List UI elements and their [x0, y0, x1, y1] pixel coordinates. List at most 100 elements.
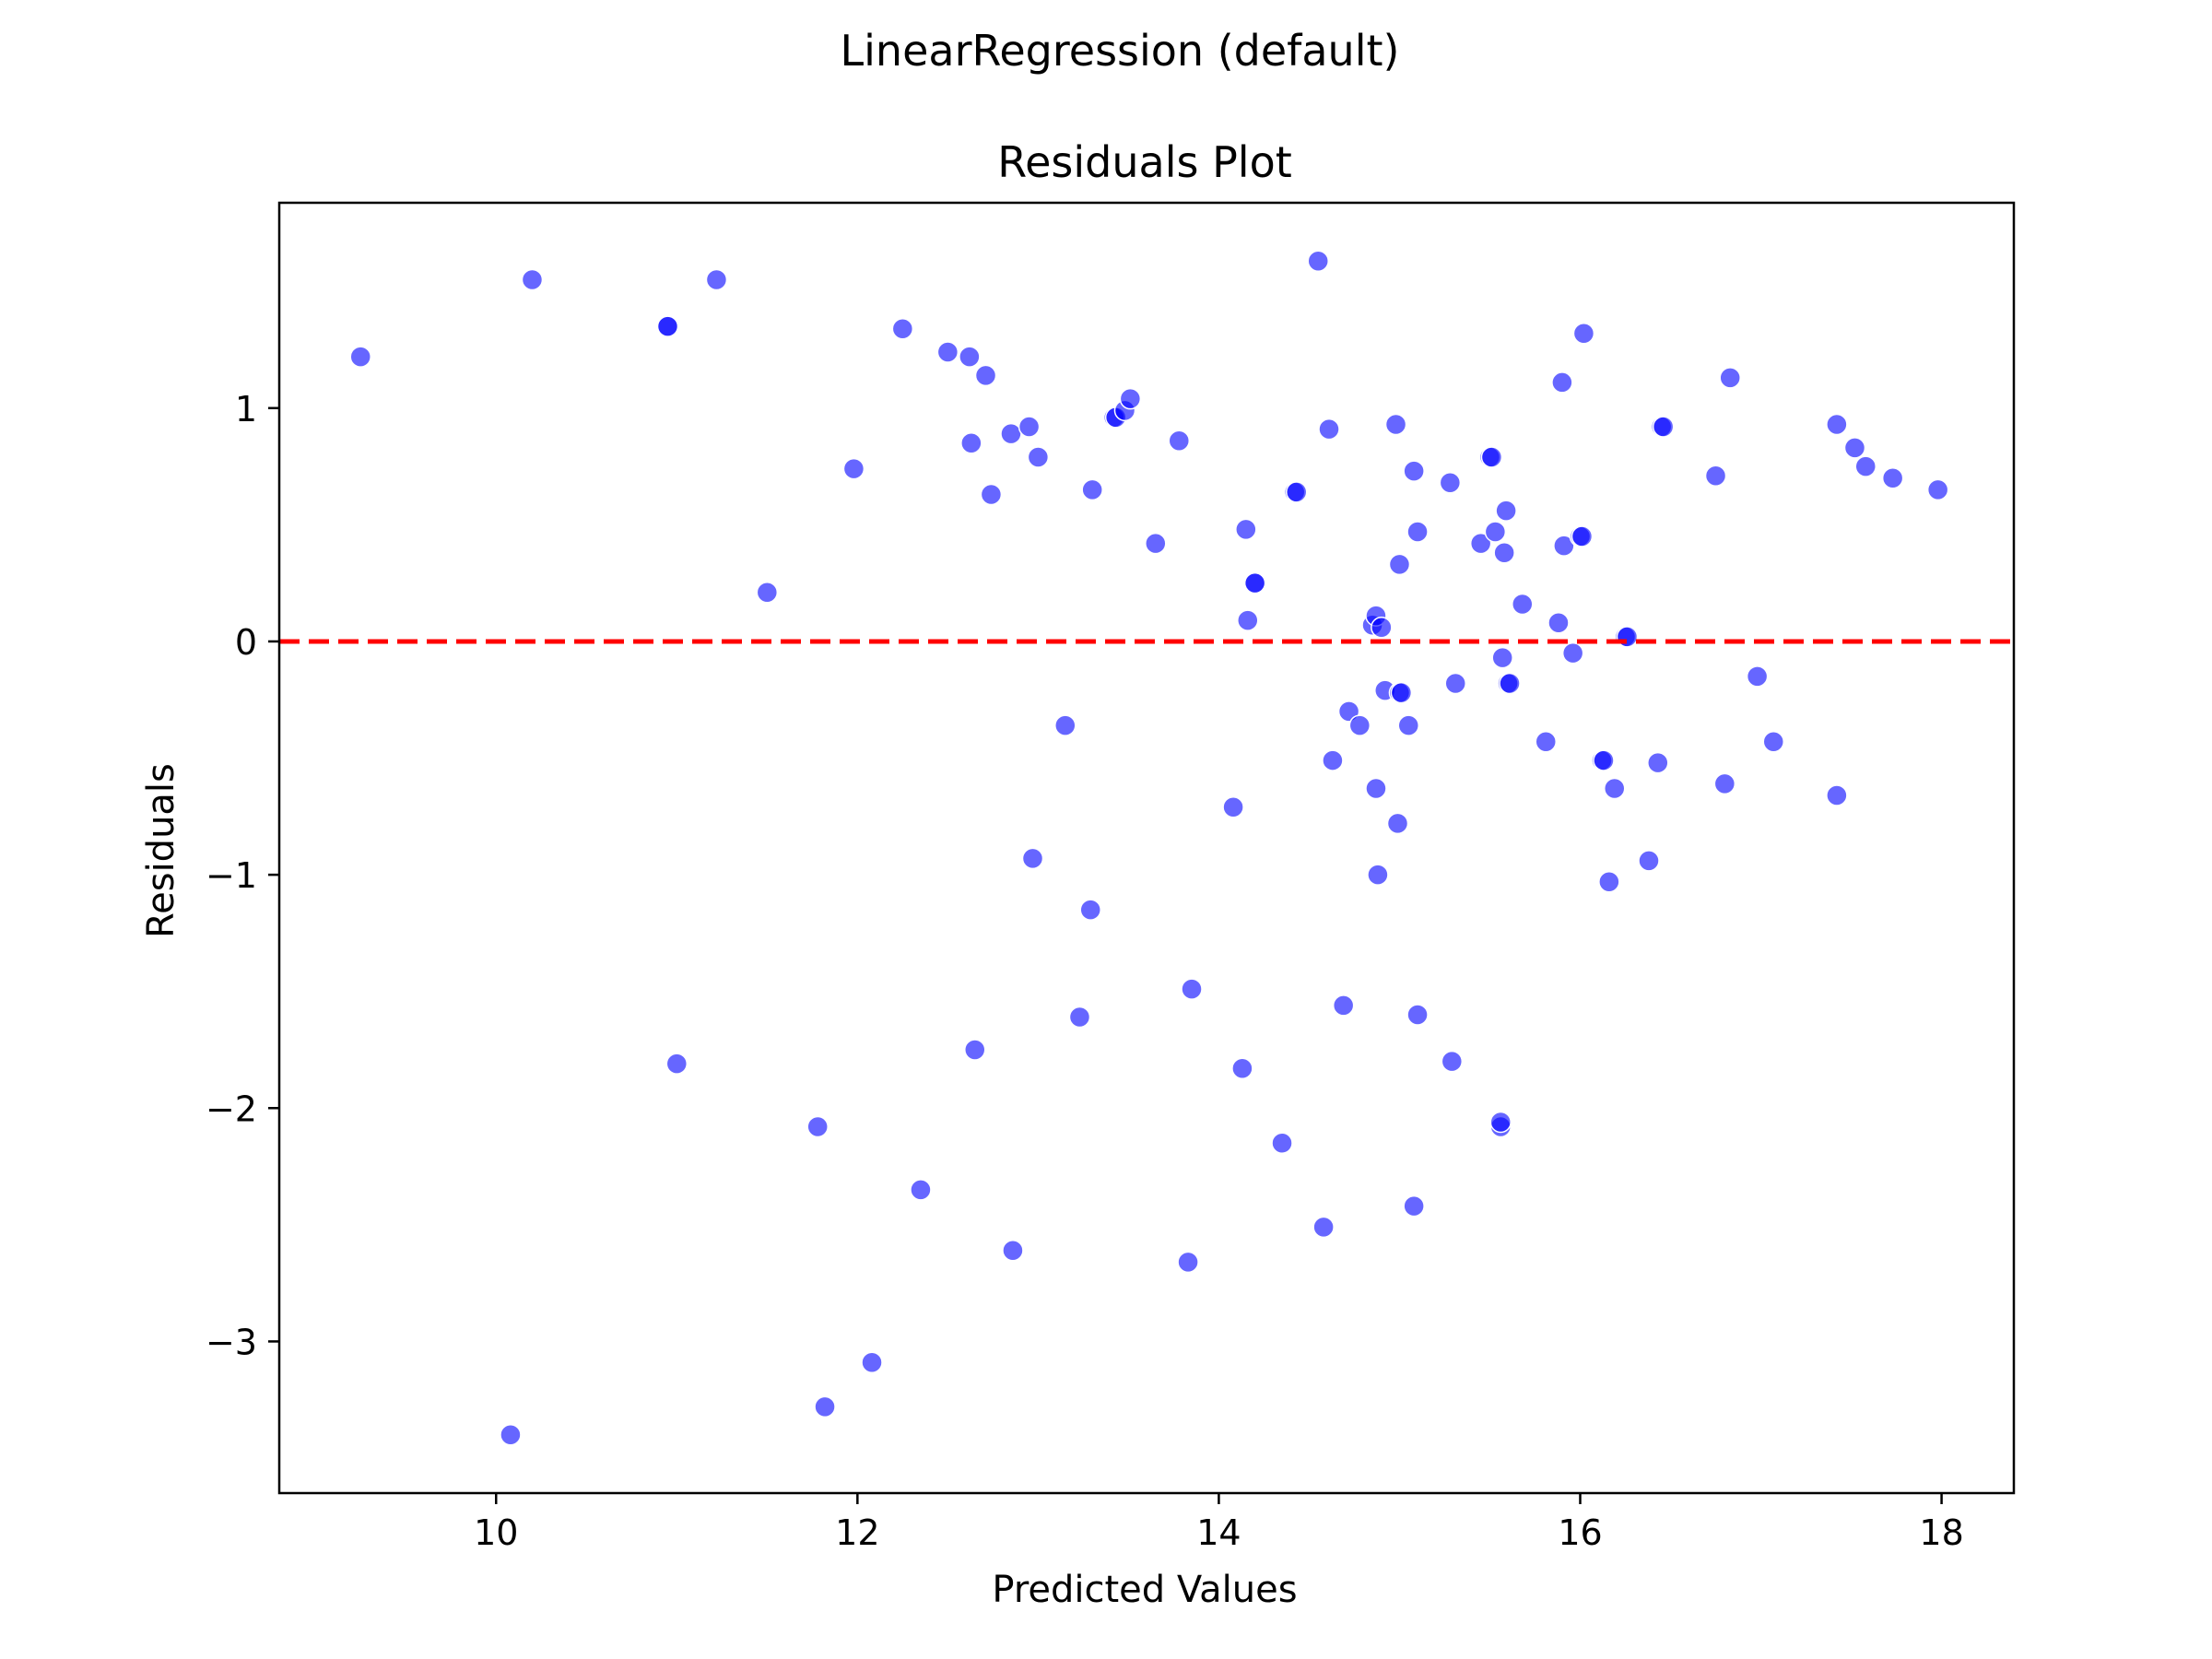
data-point [1081, 478, 1103, 501]
data-point [1021, 847, 1044, 870]
data-point [1441, 1050, 1464, 1073]
y-tick-label: 0 [235, 622, 257, 663]
data-point [1652, 416, 1675, 438]
data-point [1384, 413, 1407, 436]
data-point [1348, 714, 1371, 736]
data-point [1572, 323, 1595, 345]
data-point [1365, 777, 1387, 800]
x-tick-label: 16 [1558, 1512, 1602, 1553]
data-point [1271, 1132, 1293, 1155]
data-point [665, 1053, 688, 1075]
data-point [1489, 1111, 1512, 1134]
data-point [1237, 609, 1259, 631]
data-point [980, 483, 1003, 506]
data-point [1397, 714, 1420, 736]
y-tick-label: −2 [206, 1088, 257, 1129]
y-axis-label: Residuals [140, 763, 182, 938]
data-point [1054, 714, 1077, 736]
data-point [936, 341, 959, 363]
data-point [1762, 731, 1785, 753]
data-point [1068, 1006, 1091, 1029]
data-point [1713, 772, 1736, 795]
data-point [500, 1423, 522, 1446]
data-point [1499, 672, 1521, 695]
data-point [1181, 978, 1203, 1000]
data-point [891, 317, 914, 340]
data-point [1469, 532, 1492, 555]
data-point [1388, 553, 1411, 576]
data-point [1854, 455, 1877, 477]
data-point [1926, 478, 1949, 501]
data-point [1243, 571, 1266, 594]
data-point [1168, 429, 1191, 452]
data-point [1222, 795, 1244, 818]
data-point [1561, 641, 1584, 665]
data-point [1704, 465, 1727, 487]
data-point [1484, 521, 1507, 543]
data-point [1079, 899, 1101, 921]
data-point [1491, 646, 1513, 669]
x-tick-label: 10 [474, 1512, 518, 1553]
y-tick-label: 1 [235, 389, 257, 429]
plot-frame [277, 201, 2016, 1495]
data-point [1593, 749, 1615, 771]
data-point [1235, 518, 1257, 541]
data-point [349, 346, 371, 368]
data-point [756, 582, 779, 604]
y-tick-label: −1 [206, 855, 257, 896]
data-point [1843, 437, 1866, 459]
data-point [1616, 626, 1639, 648]
data-point [1386, 812, 1409, 835]
data-point [964, 1039, 986, 1061]
data-point [1551, 371, 1573, 394]
data-point [974, 364, 997, 387]
points-layer [349, 250, 1949, 1446]
data-point [1322, 749, 1344, 771]
data-point [1177, 1251, 1199, 1274]
x-tick-label: 18 [1919, 1512, 1963, 1553]
data-point [1881, 466, 1904, 489]
data-point [1512, 593, 1534, 616]
data-point [1603, 777, 1626, 800]
data-point [1318, 418, 1340, 441]
x-axis-ticks: 10 12 14 16 18 [474, 1493, 1964, 1553]
data-point [521, 268, 544, 291]
y-axis-ticks: −3 −2 −1 0 1 [206, 389, 279, 1362]
data-point [1444, 672, 1466, 695]
data-point [1571, 525, 1594, 547]
figure-suptitle: LinearRegression (default) [840, 26, 1400, 76]
x-axis-label: Predicted Values [992, 1569, 1297, 1611]
data-point [1285, 481, 1308, 503]
data-point [1312, 1216, 1335, 1239]
data-point [1390, 681, 1413, 704]
data-point [960, 432, 982, 454]
data-point [1018, 416, 1041, 438]
data-point [705, 268, 728, 291]
data-point [814, 1395, 836, 1418]
data-point [1403, 460, 1425, 482]
data-point [1746, 665, 1769, 688]
data-point [1719, 367, 1741, 389]
data-point [656, 315, 679, 337]
data-point [1535, 731, 1558, 753]
data-point [1002, 1239, 1024, 1262]
data-point [861, 1351, 883, 1373]
data-point [1406, 521, 1429, 543]
data-point [1145, 532, 1167, 555]
data-point [1119, 387, 1142, 410]
data-point [806, 1115, 829, 1138]
data-point [1495, 500, 1517, 522]
data-point [1638, 850, 1660, 872]
data-point [1231, 1057, 1253, 1079]
x-tick-label: 12 [835, 1512, 879, 1553]
data-point [910, 1179, 932, 1201]
data-point [959, 346, 981, 368]
data-point [1547, 611, 1570, 634]
data-point [1307, 250, 1329, 273]
data-point [1406, 1004, 1429, 1026]
data-point [1598, 870, 1620, 893]
data-point [1480, 446, 1503, 468]
data-point [1826, 784, 1848, 806]
data-point [1332, 994, 1355, 1017]
